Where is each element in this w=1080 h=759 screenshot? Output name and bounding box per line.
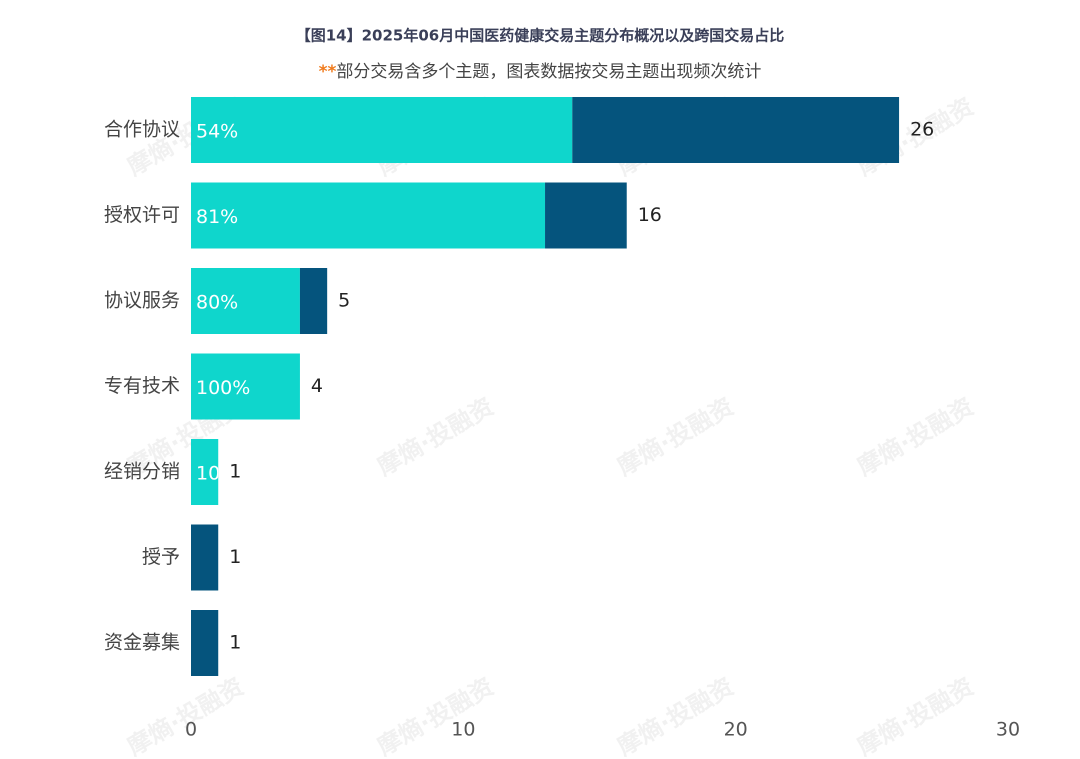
- x-tick-label: 0: [185, 719, 197, 741]
- y-tick-label: 资金募集: [104, 632, 180, 654]
- y-tick-label: 经销分销: [104, 461, 180, 483]
- share-label: 54%: [196, 121, 238, 143]
- watermark: 摩熵·投融资: [373, 392, 499, 481]
- total-label: 16: [638, 204, 662, 226]
- subtitle-marker: **: [319, 62, 337, 82]
- watermark: 摩熵·投融资: [613, 672, 739, 759]
- chart-title: 【图14】2025年06月中国医药健康交易主题分布概况以及跨国交易占比: [296, 27, 785, 45]
- bar-segment: [545, 182, 627, 249]
- bar-segment: [191, 439, 219, 505]
- total-label: 4: [311, 375, 323, 397]
- watermark: 摩熵·投融资: [853, 392, 979, 481]
- x-tick-label: 30: [996, 719, 1020, 741]
- bar-segment: [191, 524, 219, 591]
- bar-segment: [299, 268, 328, 334]
- bar-segment: [191, 97, 573, 163]
- watermark: 摩熵·投融资: [853, 672, 979, 759]
- y-tick-label: 专有技术: [104, 375, 180, 397]
- bar-segment: [191, 182, 546, 249]
- total-label: 26: [910, 119, 934, 141]
- x-tick-label: 20: [724, 719, 748, 741]
- bar-segment: [191, 610, 219, 676]
- share-label: 81%: [196, 206, 238, 228]
- chart-subtitle: **部分交易含多个主题，图表数据按交易主题出现频次统计: [319, 62, 762, 82]
- y-tick-label: 协议服务: [104, 290, 180, 312]
- total-label: 1: [229, 632, 241, 654]
- bar-segment: [191, 353, 300, 420]
- total-label: 1: [229, 546, 241, 568]
- subtitle-text: 部分交易含多个主题，图表数据按交易主题出现频次统计: [336, 62, 761, 82]
- share-label: 80%: [196, 292, 238, 314]
- watermark: 摩熵·投融资: [373, 672, 499, 759]
- total-label: 5: [338, 290, 350, 312]
- share-label: 100%: [196, 463, 250, 485]
- y-tick-label: 授权许可: [104, 204, 180, 226]
- bar-segment: [191, 268, 300, 334]
- bar-segment: [572, 97, 900, 163]
- y-tick-label: 合作协议: [104, 119, 180, 141]
- share-label: 100%: [196, 377, 250, 399]
- watermark: 摩熵·投融资: [613, 392, 739, 481]
- watermark: 摩熵·投融资: [123, 672, 249, 759]
- x-tick-label: 10: [451, 719, 475, 741]
- total-label: 1: [229, 461, 241, 483]
- y-tick-label: 授予: [142, 546, 180, 568]
